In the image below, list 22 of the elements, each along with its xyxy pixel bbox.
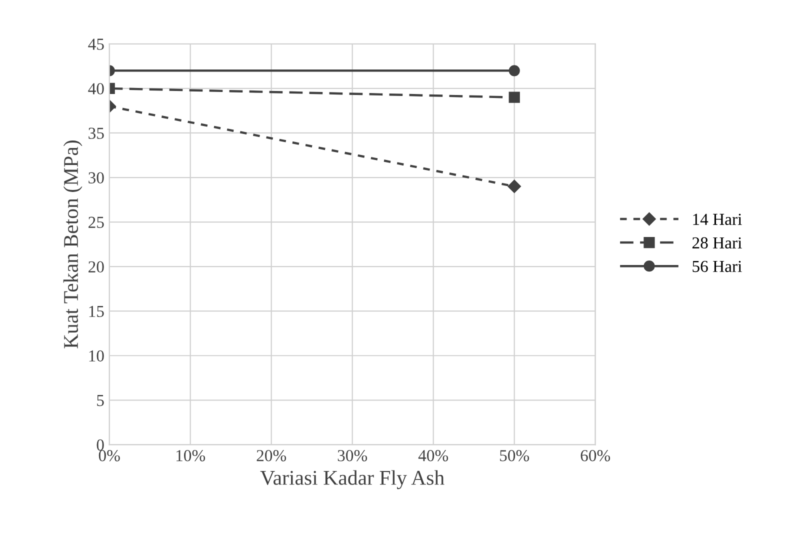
x-tick-label: 0%: [98, 450, 120, 462]
y-tick-label: 5: [97, 395, 104, 406]
x-tick-label: 30%: [338, 450, 368, 462]
y-tick-label: 45: [88, 38, 104, 50]
y-tick-label: 20: [88, 261, 104, 273]
x-axis-title: Variasi Kadar Fly Ash: [260, 470, 444, 490]
x-tick-label: 50%: [500, 450, 530, 462]
y-tick-label: 35: [88, 128, 104, 139]
x-tick-label: 10%: [176, 450, 206, 462]
y-axis-title: Kuat Tekan Beton (MPa): [63, 140, 82, 348]
legend-label: 28 Hari: [692, 237, 742, 249]
y-tick-label: 15: [89, 306, 104, 318]
legend-label: 56 Hari: [692, 260, 742, 272]
y-tick-label: 0: [96, 439, 104, 451]
y-tick-label: 40: [88, 83, 104, 94]
legend-label: 14 Hari: [693, 214, 742, 225]
y-tick-label: 30: [88, 172, 104, 184]
x-tick-label: 60%: [580, 450, 610, 462]
x-tick-label: 20%: [256, 450, 286, 462]
y-tick-label: 10: [89, 350, 104, 362]
x-tick-label: 40%: [418, 450, 448, 462]
y-tick-label: 25: [88, 216, 104, 228]
